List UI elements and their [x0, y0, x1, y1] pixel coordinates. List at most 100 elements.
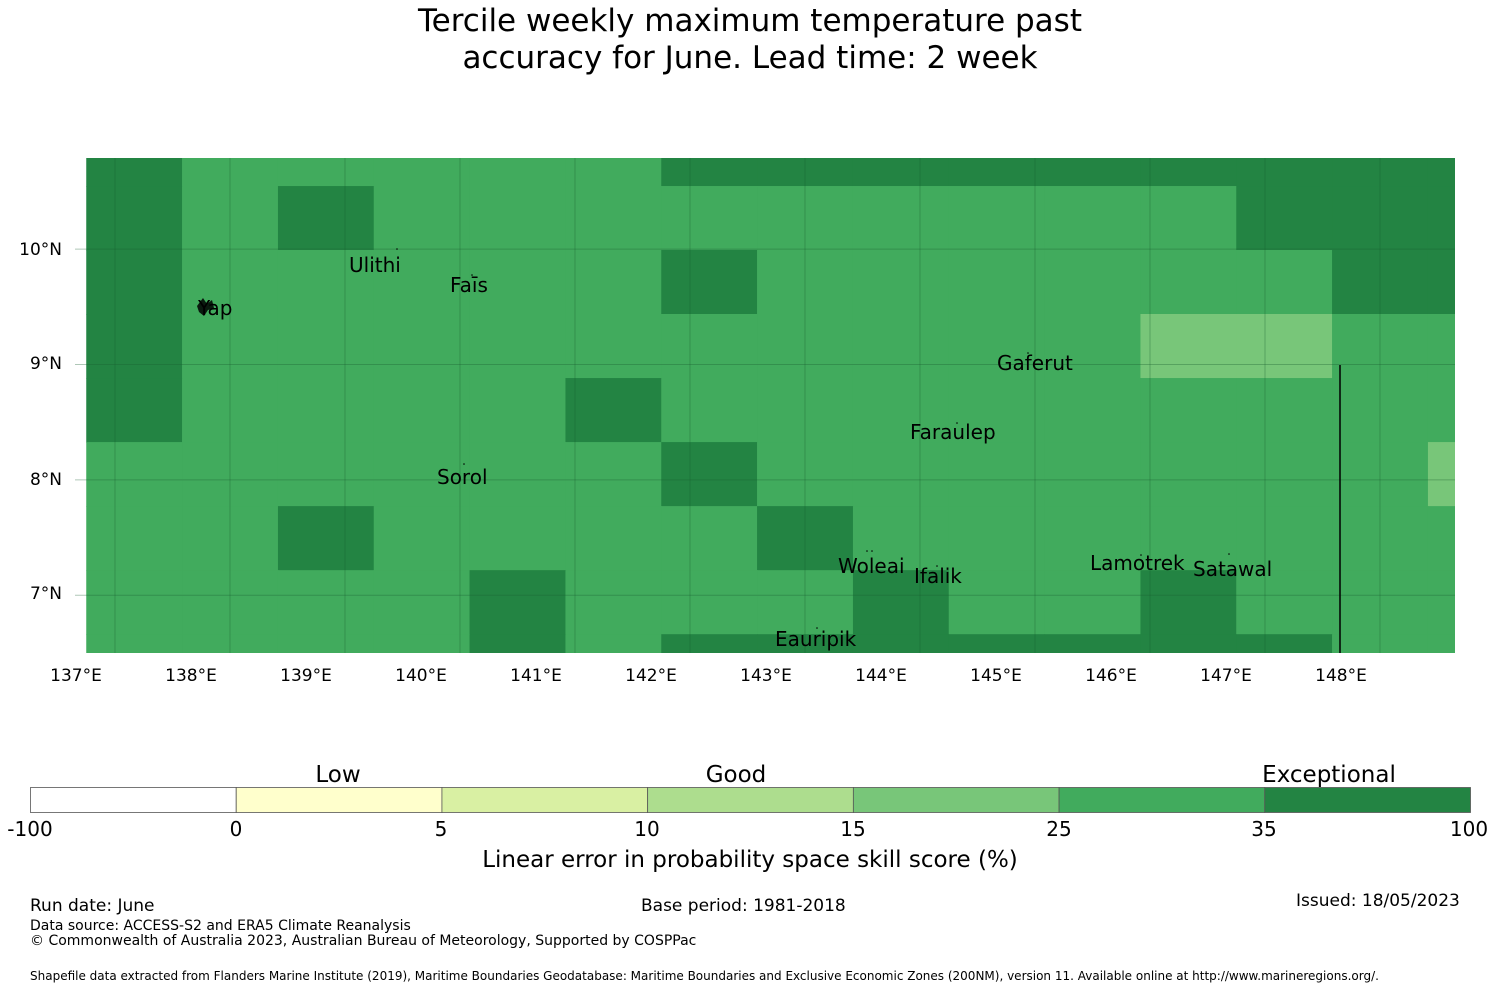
grid-cell	[1140, 314, 1237, 379]
grid-cell	[1236, 186, 1333, 251]
grid-cell	[86, 378, 183, 443]
colorbar-bin	[30, 787, 237, 813]
grid-cell	[182, 378, 279, 443]
grid-cell	[469, 186, 566, 251]
grid-cell	[373, 634, 471, 653]
map-title-line1: Tercile weekly maximum temperature past	[417, 3, 1082, 39]
grid-cell	[661, 634, 758, 653]
place-label-ifalik: Ifalik	[914, 564, 962, 588]
grid-cell	[757, 506, 854, 571]
grid-cell	[1236, 506, 1333, 571]
skill-map	[75, 158, 1455, 653]
grid-cell	[86, 442, 183, 507]
grid-cell	[1427, 158, 1455, 187]
grid-cell	[948, 442, 1046, 507]
grid-cell	[277, 570, 375, 635]
grid-cell	[565, 378, 662, 443]
grid-cell	[661, 186, 758, 251]
grid-cell	[757, 314, 854, 379]
shapefile-credit: Shapefile data extracted from Flanders M…	[30, 969, 1379, 983]
grid-cell	[469, 442, 566, 507]
map-title-line2: accuracy for June. Lead time: 2 week	[462, 40, 1038, 76]
grid-cell	[277, 506, 375, 571]
grid-cell	[661, 570, 758, 635]
grid-cell	[182, 158, 279, 187]
place-label-ulithi: Ulithi	[349, 253, 401, 277]
place-label-sorol: Sorol	[437, 465, 488, 489]
grid-cell	[86, 186, 183, 251]
x-tick-147e: 147°E	[1200, 666, 1252, 686]
grid-cell	[1044, 570, 1141, 635]
grid-cell	[373, 570, 471, 635]
grid-cell	[948, 314, 1046, 379]
grid-cell	[661, 314, 758, 379]
colorbar-tick: 15	[840, 817, 866, 841]
grid-cell	[469, 634, 566, 653]
graticule	[75, 158, 1455, 653]
grid-cell	[373, 506, 471, 571]
grid-cell	[1332, 570, 1429, 635]
grid-cell	[1140, 249, 1237, 315]
x-tick-141e: 141°E	[510, 666, 562, 686]
grid-cell	[948, 570, 1046, 635]
grid-cell	[757, 442, 854, 507]
grid-cell	[948, 186, 1046, 251]
grid-cell	[1044, 314, 1141, 379]
grid-cell	[1140, 186, 1237, 251]
grid-cell	[1044, 186, 1141, 251]
grid-cell	[757, 249, 854, 315]
grid-cell	[757, 634, 854, 653]
grid-cell	[86, 634, 183, 653]
y-tick-9n: 9°N	[29, 354, 62, 374]
grid-cell	[1236, 314, 1333, 379]
grid-cell	[948, 634, 1046, 653]
issued-date: Issued: 18/05/2023	[1296, 891, 1460, 911]
x-tick-139e: 139°E	[280, 666, 332, 686]
grid-cell	[565, 249, 662, 315]
place-label-satawal: Satawal	[1193, 557, 1273, 581]
x-tick-138e: 138°E	[165, 666, 217, 686]
grid-cell	[86, 314, 183, 379]
grid-cell	[1332, 314, 1429, 379]
grid-cell	[1140, 442, 1237, 507]
place-label-eauripik: Eauripik	[775, 627, 857, 651]
grid-cell	[1332, 378, 1429, 443]
colorbar-tick: 100	[1449, 817, 1489, 841]
x-tick-143e: 143°E	[740, 666, 792, 686]
grid-cell	[1427, 634, 1455, 653]
place-label-gaferut: Gaferut	[997, 351, 1073, 375]
colorbar-tick: 10	[634, 817, 660, 841]
grid-cell	[757, 378, 854, 443]
grid-cell	[86, 158, 183, 187]
grid-cell	[565, 442, 662, 507]
grid-cell	[373, 158, 471, 187]
colorbar-label: Linear error in probability space skill …	[482, 847, 1018, 873]
grid-cell	[852, 249, 950, 315]
colorbar-tick: 5	[434, 817, 448, 841]
grid-cell	[1044, 249, 1141, 315]
grid-cell	[469, 570, 566, 635]
grid-cell	[565, 634, 662, 653]
grid-cell	[277, 634, 375, 653]
grid-cell	[1044, 506, 1141, 571]
grid-cell	[1332, 442, 1429, 507]
place-label-lamotrek: Lamotrek	[1090, 551, 1185, 575]
colorbar	[30, 787, 1471, 813]
colorbar-category-low: Low	[315, 762, 361, 788]
grid-cell	[373, 378, 471, 443]
colorbar-tick: 25	[1046, 817, 1072, 841]
y-tick-8n: 8°N	[29, 470, 62, 490]
yap-island-mark	[197, 298, 214, 316]
x-tick-145e: 145°E	[970, 666, 1022, 686]
grid-cell	[1427, 570, 1455, 635]
grid-cell	[661, 506, 758, 571]
grid-cell	[1332, 249, 1429, 315]
grid-cell	[1044, 378, 1141, 443]
place-label-woleai: Woleai	[838, 554, 905, 578]
grid-cell	[86, 506, 183, 571]
grid-cell	[373, 249, 471, 315]
grid-cell	[182, 570, 279, 635]
island-marks	[197, 248, 1230, 629]
grid-cell	[565, 506, 662, 571]
grid-cell	[1140, 634, 1237, 653]
